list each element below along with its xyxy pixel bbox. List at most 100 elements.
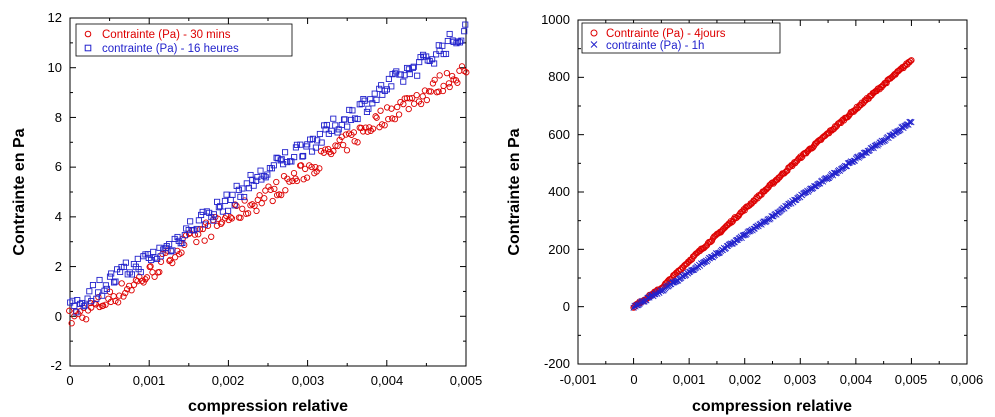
data-point	[409, 64, 417, 71]
data-point	[373, 96, 380, 103]
data-point	[237, 214, 244, 221]
data-point	[461, 28, 468, 35]
chart-right: -200 0 200 400 600 800 1000 -0,001 0 0,0…	[506, 12, 983, 415]
data-point	[102, 301, 109, 308]
data-point	[193, 225, 200, 233]
data-point	[326, 148, 333, 156]
data-point	[282, 149, 289, 156]
x-tick-label: 0,003	[292, 373, 325, 388]
data-point	[103, 285, 110, 292]
data-point	[179, 239, 186, 246]
data-point	[143, 274, 151, 281]
data-point	[810, 144, 817, 151]
series-x-markers	[630, 118, 915, 311]
data-point	[376, 85, 383, 92]
data-point	[124, 271, 131, 278]
data-point	[389, 115, 396, 122]
x-tick-label: 0	[66, 373, 73, 388]
data-point	[378, 121, 386, 128]
data-point	[811, 183, 818, 190]
y-tick-label: 0	[563, 299, 570, 314]
legend-marker-x	[590, 41, 598, 48]
data-point	[308, 163, 315, 171]
data-point	[299, 153, 306, 160]
data-point	[174, 247, 181, 255]
data-point	[297, 162, 305, 169]
data-point	[385, 75, 392, 82]
x-tick-label: 0,002	[212, 373, 245, 388]
data-point	[83, 316, 90, 323]
y-tick-label: 12	[48, 10, 62, 25]
data-point	[763, 186, 770, 193]
data-point	[707, 238, 715, 245]
data-point	[328, 127, 335, 134]
data-point	[405, 105, 412, 113]
legend-marker-square	[84, 44, 92, 52]
legend-box	[581, 22, 781, 54]
data-point	[733, 214, 740, 221]
data-point	[330, 147, 337, 155]
data-point	[908, 57, 915, 64]
data-point	[199, 225, 207, 233]
data-point	[774, 209, 781, 216]
data-point	[431, 76, 438, 84]
data-point	[830, 169, 838, 176]
data-point	[861, 149, 868, 156]
data-point	[429, 80, 437, 87]
data-point	[303, 143, 310, 150]
data-point	[378, 82, 385, 89]
data-point	[269, 197, 276, 205]
data-point	[193, 238, 200, 246]
data-point	[421, 87, 429, 94]
data-point	[270, 162, 277, 169]
data-point	[68, 320, 75, 327]
data-point	[221, 197, 228, 205]
data-point	[367, 96, 374, 103]
data-point	[201, 237, 208, 244]
legend-box	[75, 23, 293, 57]
data-point	[73, 309, 80, 316]
data-point	[798, 154, 805, 161]
data-point	[157, 253, 164, 260]
data-point	[142, 276, 149, 283]
data-point	[397, 71, 404, 78]
data-point	[372, 113, 379, 120]
data-point	[446, 83, 453, 91]
data-point	[239, 185, 246, 192]
data-point	[168, 248, 175, 255]
data-point	[267, 186, 274, 193]
y-tick-label: -200	[544, 356, 570, 371]
data-point	[166, 241, 173, 248]
x-tick-label: 0,005	[895, 372, 928, 387]
y-tick-label: 8	[55, 110, 62, 125]
data-point	[235, 186, 242, 193]
y-axis-title: Contrainte en Pa	[11, 128, 28, 255]
data-point	[210, 217, 217, 224]
data-point	[215, 204, 222, 211]
data-point	[196, 226, 204, 233]
data-point	[410, 63, 417, 70]
data-point	[354, 139, 361, 146]
y-tick-label: 800	[548, 69, 570, 84]
data-point	[373, 114, 380, 121]
data-point	[132, 277, 140, 284]
data-point	[782, 169, 789, 176]
data-point	[223, 191, 230, 198]
data-point	[365, 105, 372, 112]
legend-marker-circle	[84, 30, 92, 38]
data-point	[309, 135, 316, 142]
data-point	[768, 213, 775, 220]
data-point	[204, 222, 212, 229]
x-tick-label: 0,004	[840, 372, 873, 387]
data-point	[419, 93, 426, 100]
data-point	[446, 30, 453, 38]
legend-marker-circle	[590, 29, 598, 37]
data-point	[169, 259, 176, 267]
data-point	[343, 147, 351, 154]
data-point	[392, 70, 399, 77]
data-point	[385, 115, 392, 123]
data-point	[377, 107, 384, 114]
data-point	[906, 118, 913, 126]
data-point	[261, 195, 268, 202]
data-point	[167, 256, 174, 264]
